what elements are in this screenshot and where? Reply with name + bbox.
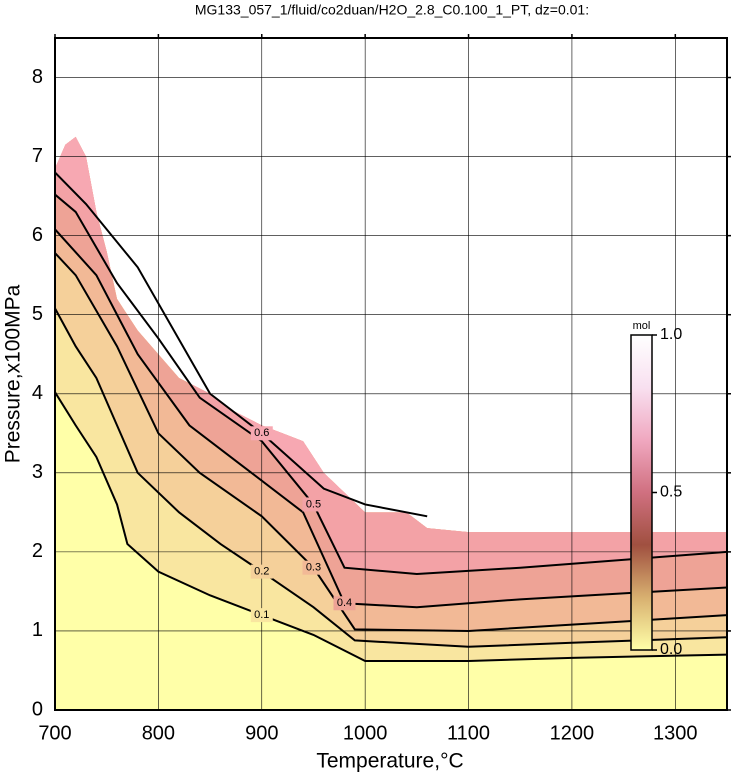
axes: 700 800 900 1000 1100 1200 1300 0 1 2 3 4 5 6 7 8: [32, 34, 731, 744]
x-tick-label: 700: [38, 722, 71, 744]
y-axis-label: Pressure,x100MPa: [2, 284, 25, 463]
contour-label: 0.4: [337, 597, 352, 609]
contour-label-bg: [302, 560, 325, 575]
contour-line: [55, 391, 727, 662]
colorbar: mol 0.0 0.5 1.0: [630, 320, 682, 658]
colorbar-label: mol: [633, 320, 651, 332]
x-tick-label: 1300: [653, 722, 698, 744]
contour-label-bg: [250, 564, 273, 579]
contour-label: 0.1: [254, 609, 269, 621]
x-tick-label: 900: [245, 722, 278, 744]
chart-title: MG133_057_1/fluid/co2duan/H2O_2.8_C0.100…: [195, 2, 589, 18]
fills: [55, 136, 727, 710]
colorbar-tick-label: 0.0: [660, 641, 682, 658]
contour-label-bg: [333, 596, 356, 611]
contour-label: 0.5: [306, 498, 321, 510]
y-tick-label: 0: [32, 698, 43, 720]
contour-label-bg: [250, 608, 273, 623]
contour-label: 0.6: [254, 427, 269, 439]
y-tick-label: 2: [32, 540, 43, 562]
colorbar-tick-label: 0.5: [660, 484, 682, 501]
domain-fills: [55, 136, 727, 710]
plot-frame: [54, 37, 728, 711]
y-tick-label: 1: [32, 619, 43, 641]
x-tick-label: 800: [142, 722, 175, 744]
x-axis-label: Temperature,°C: [316, 750, 463, 773]
contour-line: [55, 171, 428, 518]
y-tick-label: 8: [32, 66, 43, 88]
y-tick-label: 5: [32, 303, 43, 325]
y-tick-label: 3: [32, 461, 43, 483]
contour-label: 0.2: [254, 566, 269, 578]
contours: 0.1 0.2 0.3 0.4 0.5 0.6: [55, 171, 727, 662]
contour-label-bg: [250, 426, 273, 441]
contour-line: [55, 252, 727, 632]
x-tick-label: 1200: [550, 722, 595, 744]
contour-label-bg: [302, 497, 325, 512]
x-tick-label: 1000: [343, 722, 388, 744]
contour-line: [55, 193, 727, 576]
y-tick-label: 6: [32, 224, 43, 246]
contour-line: [55, 307, 727, 648]
y-tick-label: 4: [32, 382, 43, 404]
contour-line: [55, 228, 727, 609]
x-tick-label: 1100: [447, 722, 490, 744]
colorbar-scale: [630, 334, 653, 651]
colorbar-tick-label: 1.0: [660, 326, 682, 343]
y-tick-label: 7: [32, 145, 43, 167]
contour-label: 0.3: [306, 562, 321, 574]
